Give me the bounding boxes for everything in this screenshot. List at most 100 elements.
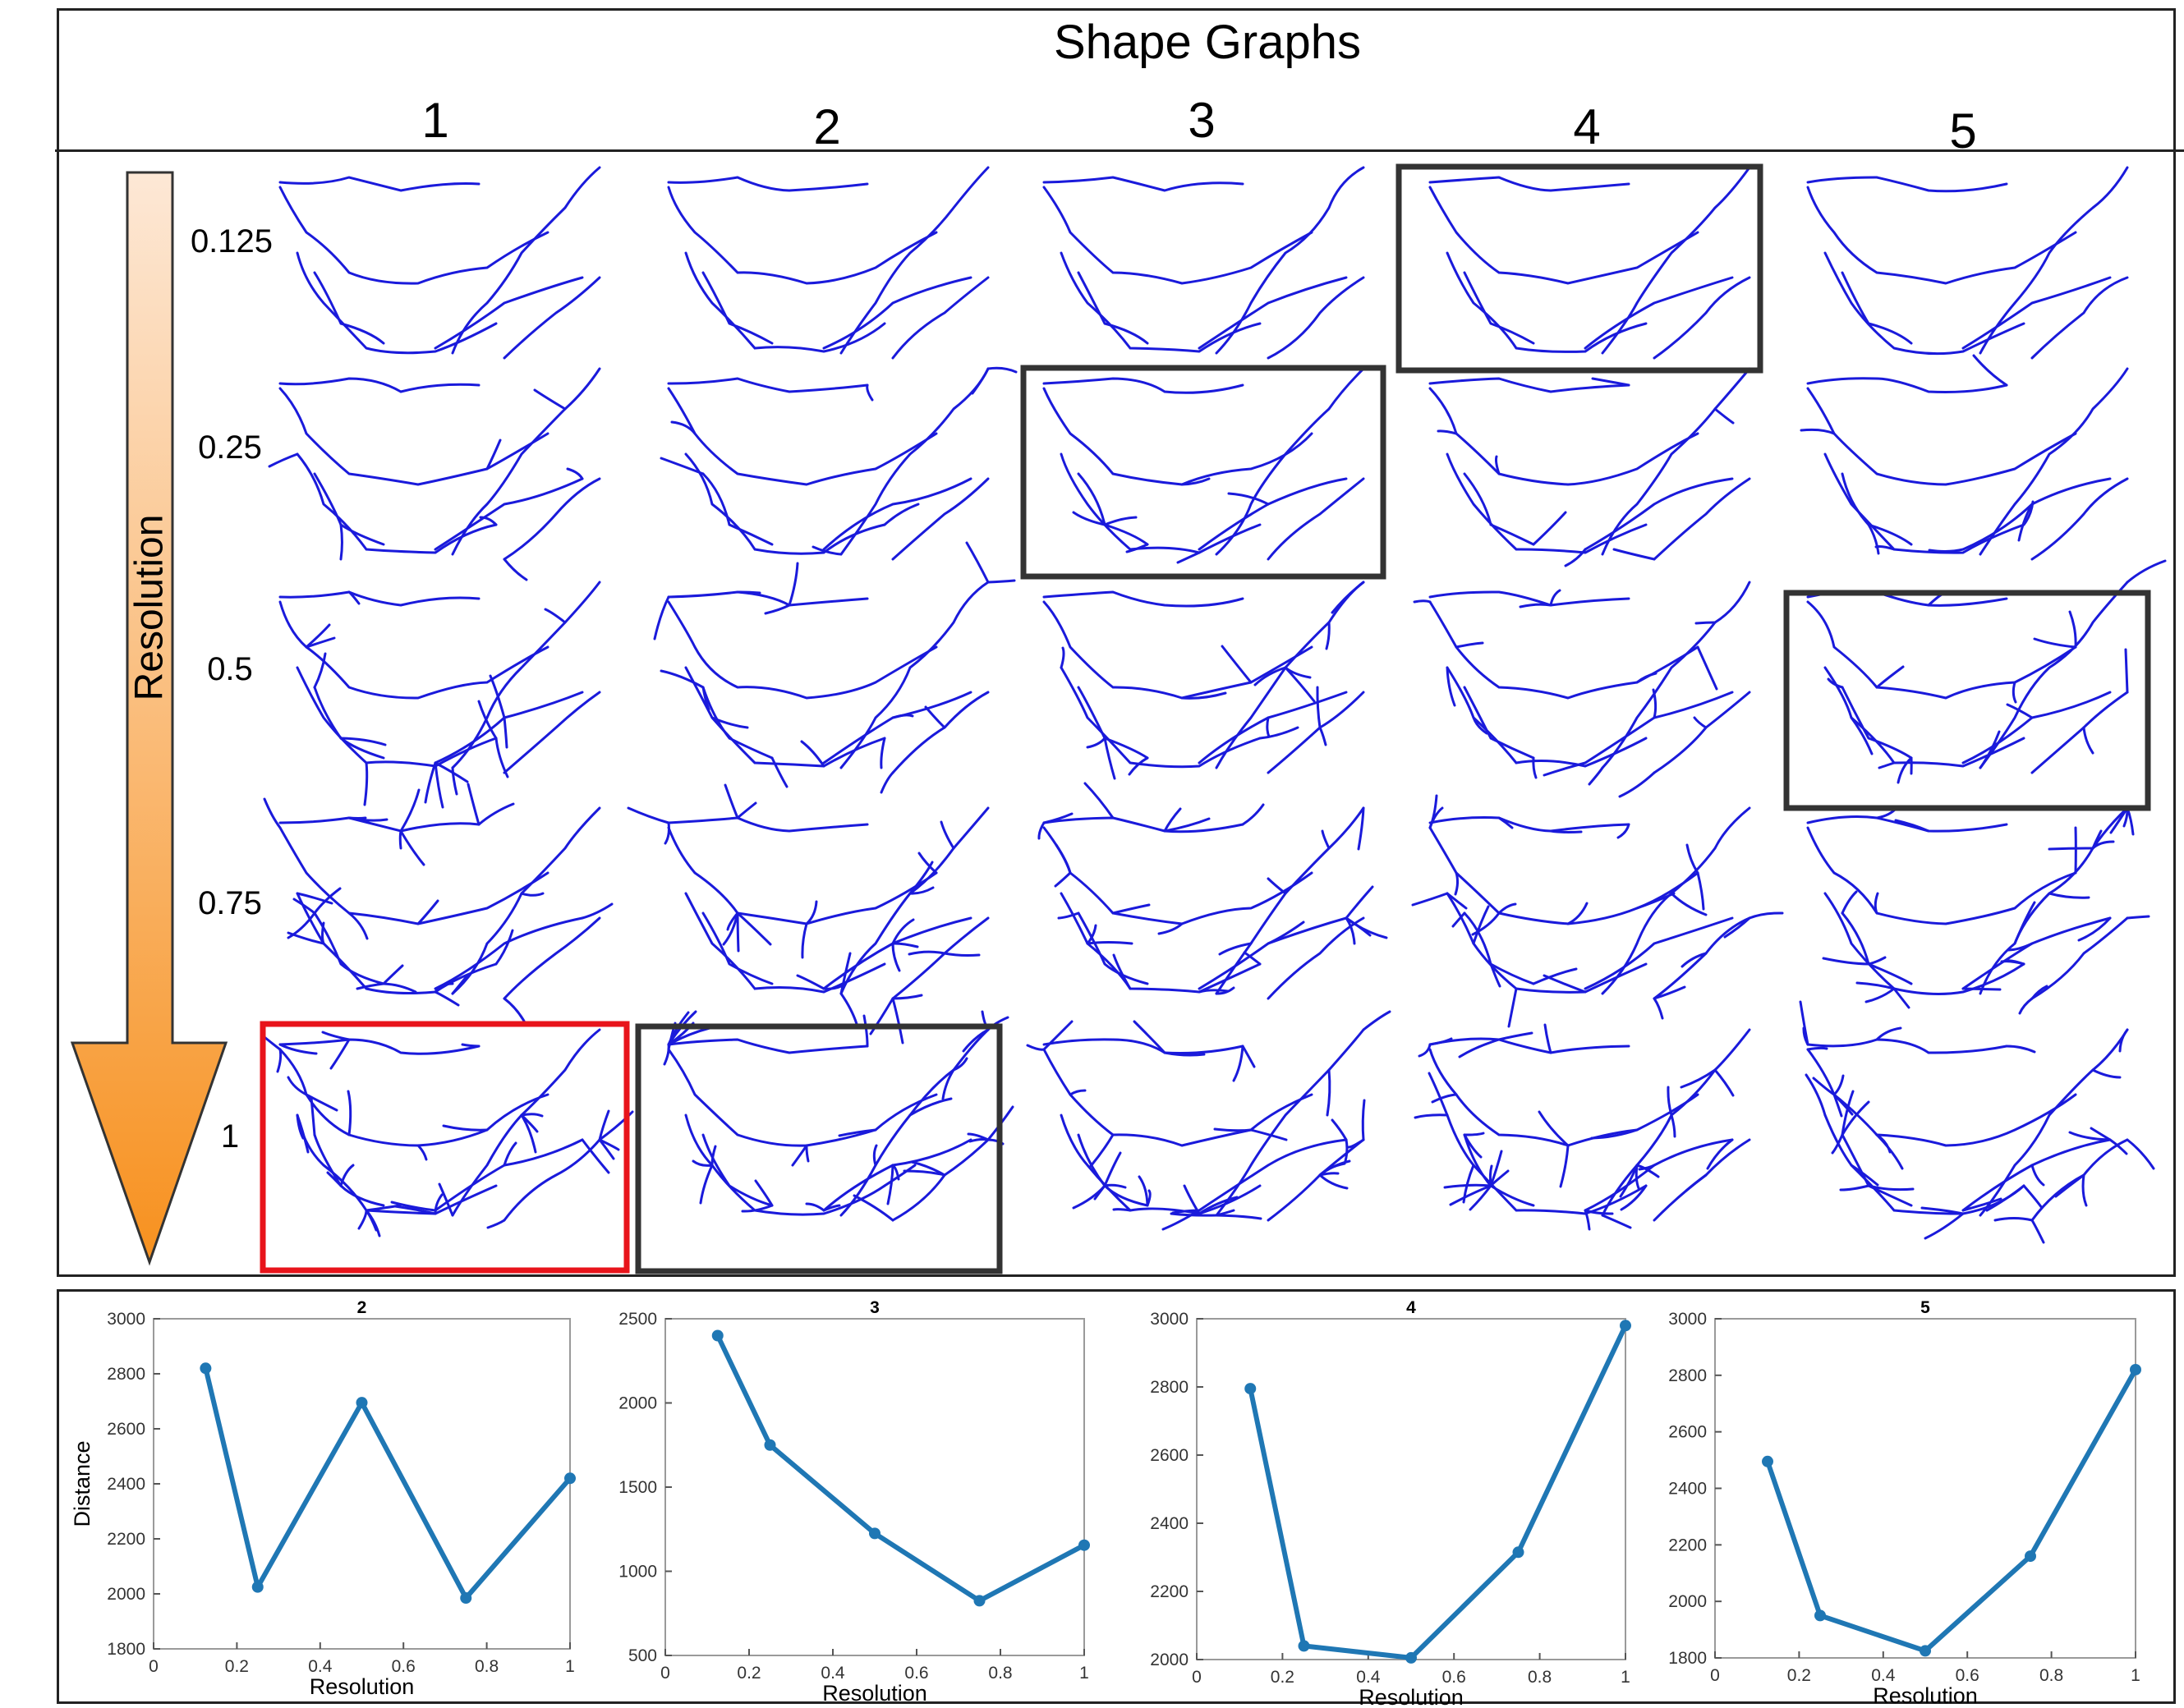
distance-chart-5: 5 0 0.2 0.4 0.6 0.8 1 1800 2000 2200 2400 2600 2800 3… <box>1668 1298 2141 1708</box>
x-tick-label: 0.8 <box>475 1657 499 1676</box>
x-tick-label: 0.6 <box>904 1664 928 1683</box>
shape-graph-3-0.5 <box>1042 581 1365 780</box>
row-label-05: 0.5 <box>207 651 253 687</box>
x-tick-label: 0.6 <box>1442 1668 1466 1687</box>
data-point <box>1512 1546 1524 1559</box>
data-point <box>1762 1455 1773 1467</box>
y-tick-label: 2800 <box>1150 1378 1189 1397</box>
shape-graph-5-0.5 <box>1806 559 2167 784</box>
data-point <box>2130 1363 2141 1375</box>
x-tick-label: 0.6 <box>1956 1666 1979 1685</box>
shape-graph-4-0.25 <box>1428 367 1751 567</box>
y-tick-label: 1800 <box>107 1640 145 1659</box>
x-tick-label: 0.8 <box>1528 1668 1552 1687</box>
shape-graph-3-0.25 <box>1042 367 1381 564</box>
column-header-2: 2 <box>813 99 841 154</box>
page-title: Shape Graphs <box>1053 16 1362 69</box>
chart-title: 3 <box>870 1298 880 1317</box>
data-point <box>711 1329 724 1342</box>
x-tick-label: 0.8 <box>988 1664 1012 1683</box>
shape-graph-2-0.75 <box>627 783 990 1045</box>
highlight-box-4 <box>1395 163 1763 374</box>
chart-title: 5 <box>1920 1298 1930 1317</box>
y-tick-label: 1800 <box>1668 1649 1707 1668</box>
x-axis-label: Resolution <box>822 1681 927 1706</box>
column-header-3: 3 <box>1188 93 1216 148</box>
y-tick-label: 500 <box>628 1646 657 1665</box>
data-point <box>869 1527 880 1540</box>
y-tick-label: 2200 <box>1150 1582 1189 1601</box>
y-tick-label: 1000 <box>618 1563 657 1582</box>
y-tick-label: 2200 <box>1668 1536 1707 1554</box>
shape-graph-4-0.125 <box>1428 166 1751 360</box>
x-tick-label: 0.4 <box>821 1664 845 1683</box>
distance-chart-3: 30 0.2 0.4 0.6 0.8 15001000150020002500Resolu… <box>618 1298 1090 1706</box>
x-tick-label: 1 <box>1621 1668 1630 1687</box>
x-axis-label: Resolution <box>1359 1685 1464 1708</box>
y-tick-label: 2600 <box>1668 1423 1707 1442</box>
x-tick-label: 0.2 <box>1271 1668 1294 1687</box>
x-tick-label: 1 <box>565 1657 575 1676</box>
y-tick-label: 2600 <box>107 1420 145 1439</box>
y-axis-label: Distance <box>70 1440 94 1527</box>
highlight-box-1 <box>260 1021 630 1274</box>
column-header-1: 1 <box>421 93 449 148</box>
resolution-arrow <box>70 171 228 1266</box>
x-tick-label: 0.4 <box>308 1657 333 1676</box>
x-tick-label: 0 <box>660 1664 670 1683</box>
x-tick-label: 0.4 <box>1871 1666 1896 1685</box>
x-tick-label: 0.4 <box>1356 1668 1381 1687</box>
y-tick-label: 2000 <box>1150 1651 1189 1669</box>
y-tick-label: 1500 <box>618 1478 657 1497</box>
y-tick-label: 2000 <box>618 1394 657 1413</box>
y-tick-label: 2500 <box>618 1310 657 1329</box>
header-divider <box>55 149 2184 152</box>
y-tick-label: 3000 <box>1150 1310 1189 1329</box>
data-point <box>1298 1640 1310 1652</box>
row-label-1: 1 <box>220 1118 240 1155</box>
data-point <box>1078 1539 1090 1551</box>
data-point <box>460 1592 472 1605</box>
highlight-box-3 <box>1020 365 1386 580</box>
x-tick-label: 1 <box>2131 1666 2140 1685</box>
data-point <box>973 1595 986 1607</box>
data-point <box>1920 1645 1931 1657</box>
y-tick-label: 3000 <box>107 1310 145 1329</box>
x-tick-label: 0 <box>1192 1668 1202 1687</box>
shape-graph-3-0.125 <box>1042 166 1365 360</box>
data-point <box>764 1439 776 1451</box>
column-header-5: 5 <box>1949 103 1977 158</box>
highlight-box-5 <box>1783 590 2151 811</box>
data-point <box>200 1362 212 1375</box>
chart-title: 4 <box>1406 1298 1416 1317</box>
y-tick-label: 2600 <box>1150 1446 1189 1465</box>
y-tick-label: 2400 <box>1150 1514 1189 1533</box>
x-tick-label: 0.2 <box>737 1664 761 1683</box>
x-tick-label: 0.8 <box>2039 1666 2063 1685</box>
distance-chart-4: 4 0 0.2 0.4 0.6 0.8 1 2000 2200 2400 2600 2800 3000 R… <box>1150 1298 1631 1708</box>
x-tick-label: 0.2 <box>225 1657 249 1676</box>
y-tick-label: 2800 <box>1668 1366 1707 1385</box>
shape-graph-2-0.25 <box>660 366 1018 561</box>
shape-graph-1-0.25 <box>268 367 601 581</box>
shape-graph-3-1 <box>1026 1010 1391 1231</box>
x-tick-label: 0.6 <box>392 1657 416 1676</box>
shape-graphs-panel <box>57 8 2176 1277</box>
shape-graph-2-0.5 <box>653 541 1016 794</box>
shape-graph-4-1 <box>1414 1023 1751 1231</box>
y-tick-label: 2200 <box>107 1530 145 1549</box>
chart-title: 2 <box>357 1298 367 1317</box>
shape-graph-4-0.75 <box>1411 794 1784 1028</box>
highlight-box-2 <box>635 1023 1003 1274</box>
y-tick-label: 2000 <box>107 1585 145 1604</box>
shape-graph-1-0.125 <box>278 166 601 360</box>
shape-graph-3-0.75 <box>1037 782 1388 1000</box>
data-point <box>251 1581 264 1593</box>
shape-graph-5-1 <box>1799 1000 2155 1244</box>
x-tick-label: 1 <box>1079 1664 1089 1683</box>
column-header-4: 4 <box>1573 99 1601 154</box>
distance-chart-2: 2 0 0.2 0.4 0.6 0.8 1 1800 2000 2200 2400 2600 2800 3… <box>70 1298 576 1699</box>
plot-area <box>153 1318 571 1650</box>
data-point <box>1620 1320 1631 1332</box>
